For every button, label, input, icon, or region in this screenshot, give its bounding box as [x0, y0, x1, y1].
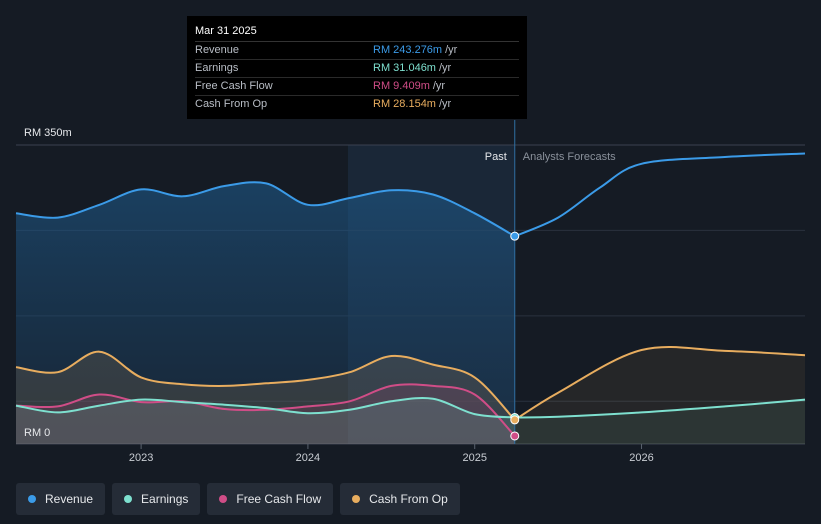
forecast-area-earnings — [514, 399, 805, 444]
line-revenue — [15, 181, 516, 238]
legend-dot-icon — [124, 495, 133, 503]
legend-dot-icon — [28, 495, 36, 503]
line-cash-from-op — [15, 350, 516, 421]
tooltip-unit: /yr — [438, 62, 452, 74]
tooltip-row-free-cash-flow: Free Cash Flow RM 9.409m /yr — [195, 78, 519, 96]
legend-item-free-cash-flow[interactable]: Free Cash Flow — [207, 483, 334, 515]
tooltip-value: RM 243.276m — [373, 44, 443, 56]
legend-item-earnings[interactable]: Earnings — [112, 483, 201, 515]
tooltip-unit: /yr — [432, 80, 446, 92]
tooltip-row-earnings: Earnings RM 31.046m /yr — [195, 60, 519, 78]
tooltip: Mar 31 2025 Revenue RM 243.276m /yr Earn… — [187, 16, 527, 119]
legend-label: Revenue — [45, 492, 94, 506]
x-tick-label: 2025 — [462, 452, 486, 464]
tooltip-value: RM 9.409m — [373, 80, 430, 92]
legend: Revenue Earnings Free Cash Flow Cash Fro… — [16, 483, 460, 515]
forecast-label: Analysts Forecasts — [523, 151, 616, 163]
x-tick-label: 2026 — [629, 452, 653, 464]
legend-item-cash-from-op[interactable]: Cash From Op — [340, 483, 460, 515]
forecast-area-cash-from-op — [514, 346, 805, 444]
tooltip-label: Free Cash Flow — [195, 80, 273, 92]
tooltip-label: Earnings — [195, 62, 239, 74]
tooltip-label: Revenue — [195, 44, 240, 56]
legend-label: Earnings — [141, 492, 189, 506]
tooltip-unit: /yr — [438, 98, 452, 110]
forecast-line-revenue — [514, 152, 806, 238]
marker-cash-from-op — [510, 415, 520, 425]
area-cash-from-op — [16, 351, 515, 444]
legend-label: Cash From Op — [369, 492, 448, 506]
tooltip-value: RM 31.046m — [373, 62, 436, 74]
line-earnings — [15, 396, 515, 419]
tooltip-value: RM 28.154m — [373, 98, 436, 110]
area-free-cash-flow — [16, 384, 515, 444]
y-axis-top-label: RM 350m — [24, 127, 72, 139]
past-label: Past — [485, 151, 507, 163]
tooltip-label: Cash From Op — [195, 98, 268, 110]
legend-item-revenue[interactable]: Revenue — [16, 483, 106, 515]
area-earnings — [16, 397, 515, 444]
y-axis-bottom-label: RM 0 — [24, 427, 50, 439]
tooltip-date: Mar 31 2025 — [195, 24, 519, 42]
x-tick-label: 2024 — [296, 452, 320, 464]
legend-label: Free Cash Flow — [236, 492, 322, 506]
forecast-line-cash-from-op — [514, 345, 806, 421]
tooltip-unit: /yr — [445, 44, 458, 56]
forecast-line-earnings — [514, 398, 806, 419]
legend-dot-icon — [219, 495, 228, 503]
tooltip-row-revenue: Revenue RM 243.276m /yr — [195, 42, 519, 60]
area-revenue — [16, 182, 515, 444]
line-free-cash-flow — [15, 383, 516, 437]
x-tick-label: 2023 — [129, 452, 153, 464]
tooltip-row-cash-from-op: Cash From Op RM 28.154m /yr — [195, 96, 519, 113]
marker-revenue — [510, 231, 520, 241]
legend-dot-icon — [352, 495, 361, 503]
marker-free-cash-flow — [510, 431, 520, 441]
